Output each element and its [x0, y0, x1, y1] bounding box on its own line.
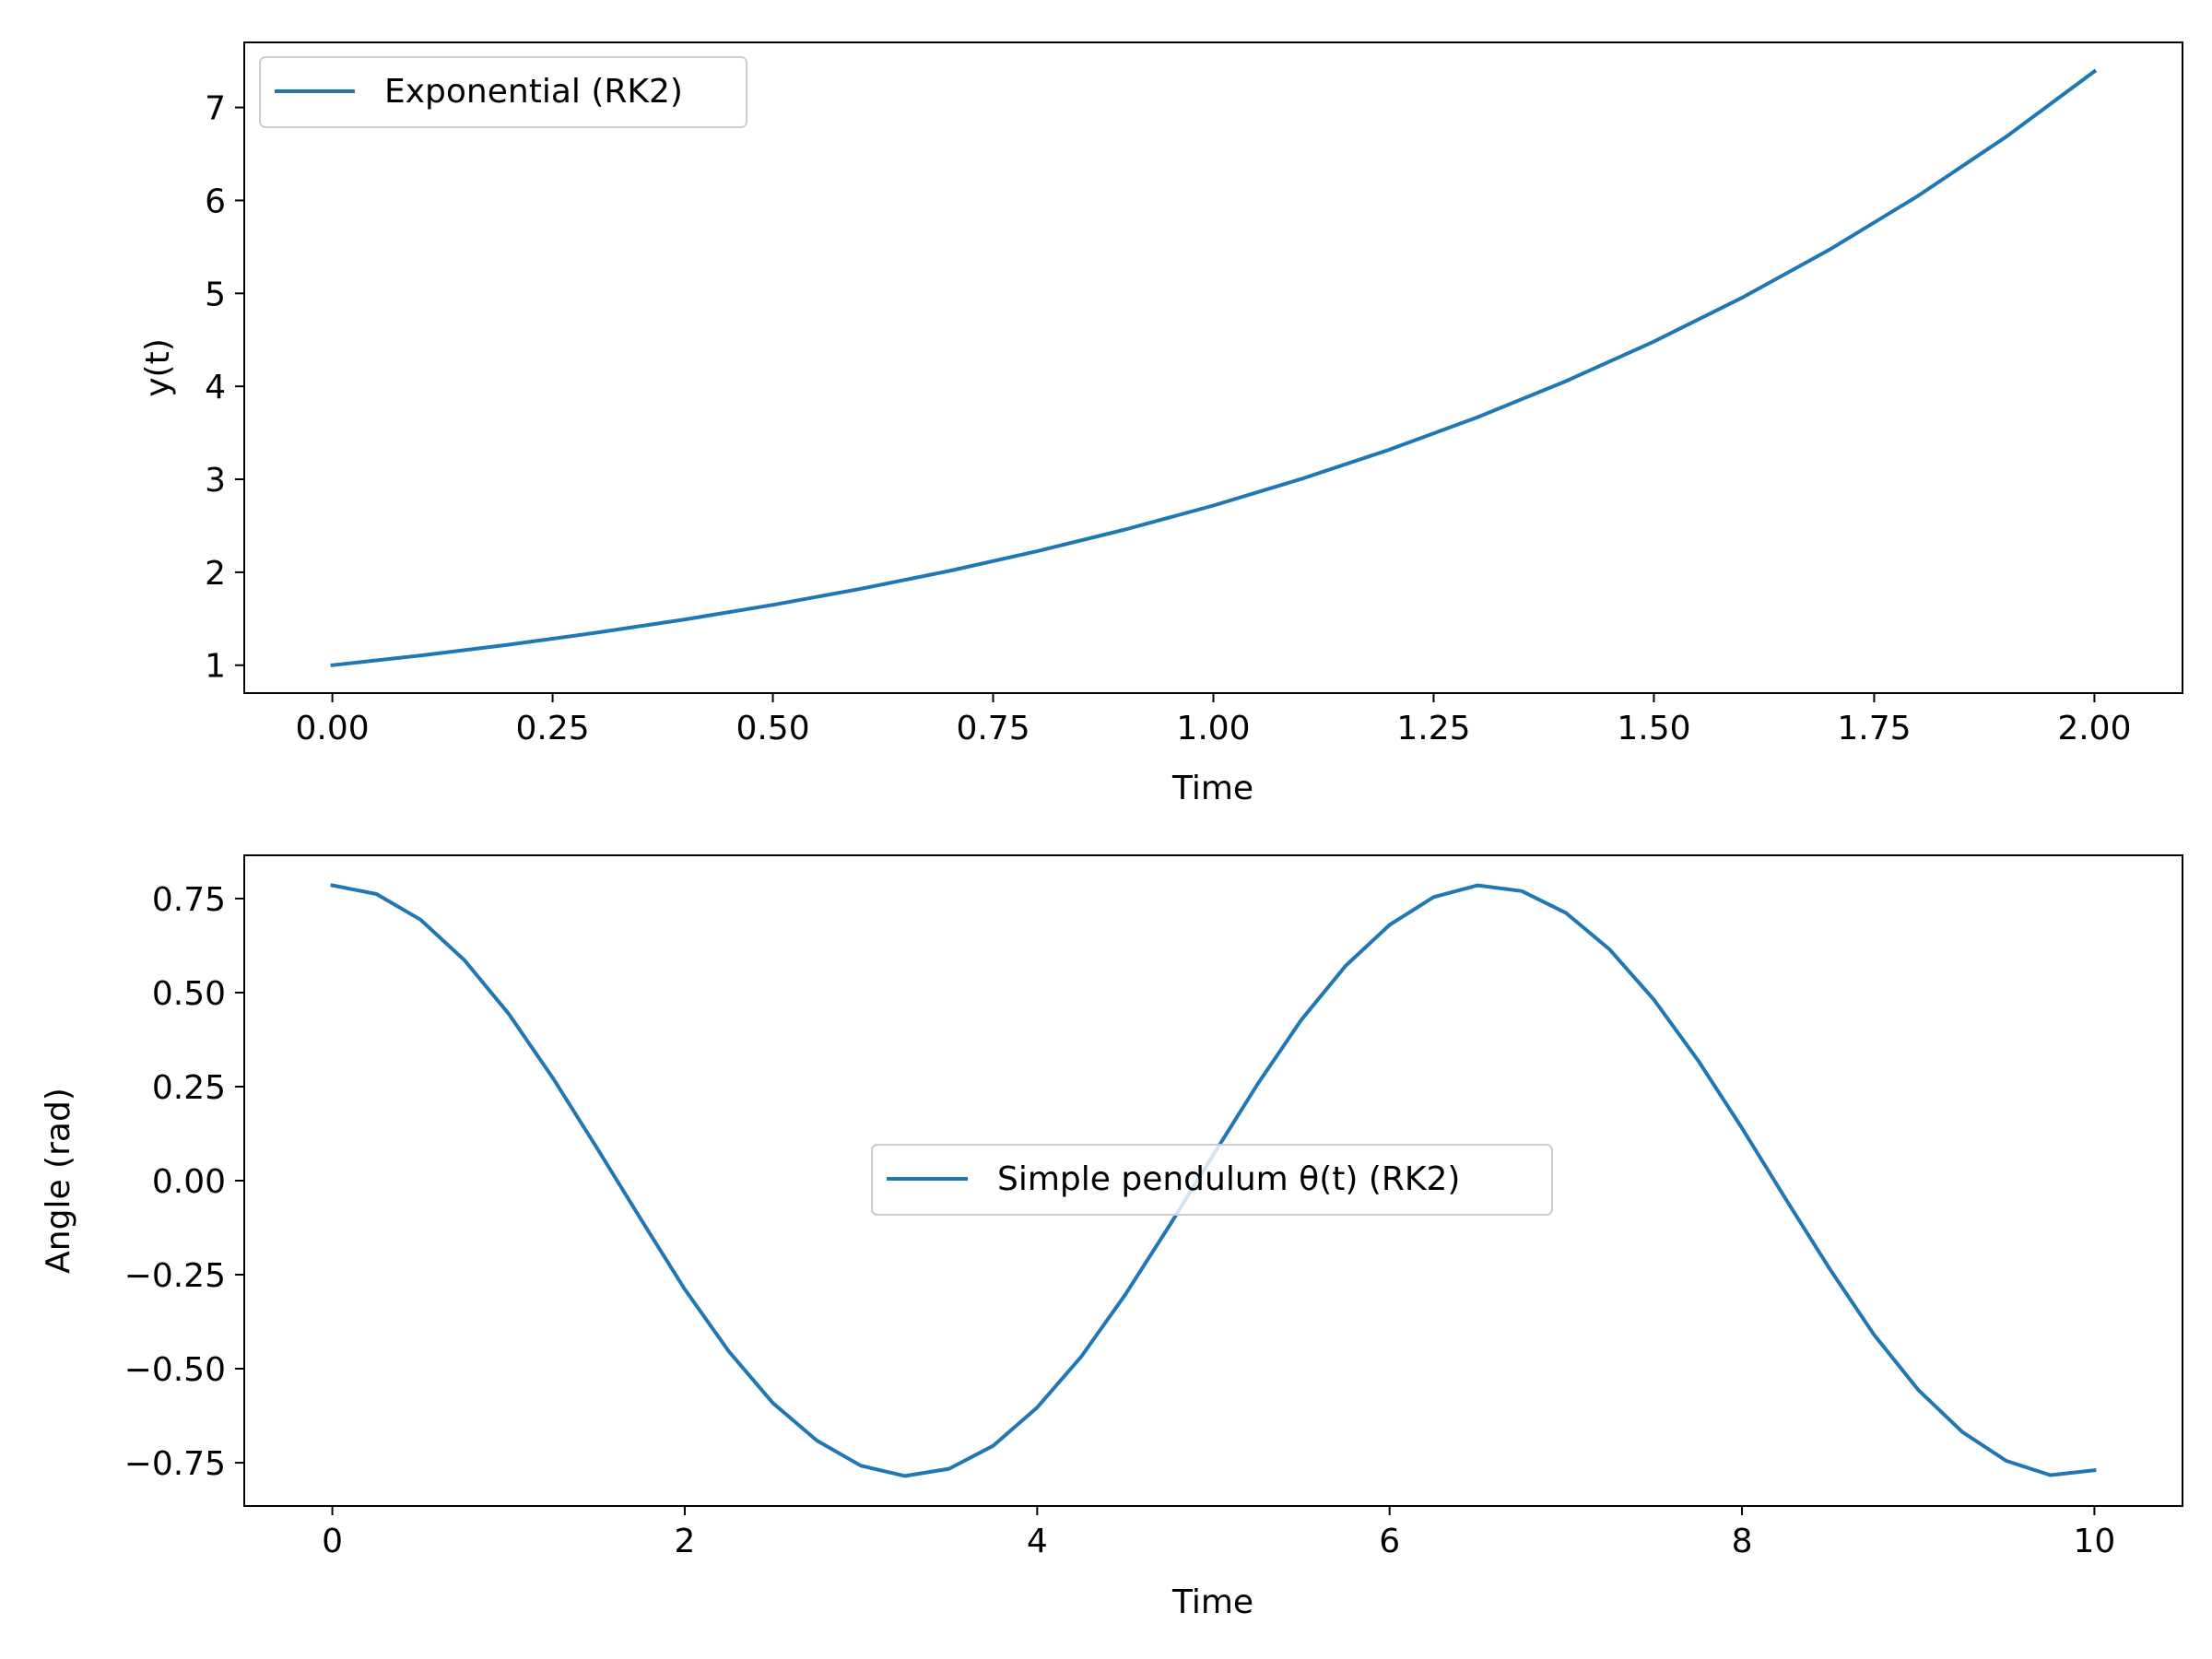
- x-tick-label: 1.75: [1837, 710, 1911, 747]
- series-line: [330, 68, 2098, 667]
- y-tick-label: 7: [205, 90, 226, 128]
- exponential-panel: 0.00 0.25 0.50 0.75 1.00 1.25 1.50 1.75 2.00 1 2 3…: [139, 41, 2183, 807]
- legend: Exponential (RK2): [259, 56, 747, 128]
- x-tick-label: 1.00: [1176, 710, 1250, 747]
- x-tick-label: 1.25: [1396, 710, 1470, 747]
- legend-frame: [259, 56, 747, 128]
- y-tick-label: 2: [205, 555, 226, 593]
- x-axis-ticks: 0.00 0.25 0.50 0.75 1.00 1.25 1.50 1.75 2.00: [296, 693, 2131, 747]
- x-axis-title: Time: [1171, 770, 1253, 807]
- x-axis-ticks: 0 2 4 6 8 10: [322, 1506, 2115, 1560]
- y-tick-label: −0.50: [124, 1351, 226, 1389]
- x-tick-label: 10: [2074, 1523, 2116, 1560]
- y-tick-label: 0.50: [152, 975, 226, 1013]
- exponential-plot-area: [330, 68, 2098, 667]
- y-tick-label: 0.25: [152, 1069, 226, 1107]
- legend: Simple pendulum θ(t) (RK2): [871, 1144, 1553, 1216]
- x-tick-label: 8: [1732, 1523, 1753, 1560]
- legend-label: Exponential (RK2): [384, 73, 683, 111]
- y-axis-ticks: 1 2 3 4 5 6 7: [205, 90, 244, 686]
- legend-label: Simple pendulum θ(t) (RK2): [997, 1160, 1460, 1198]
- x-axis-title: Time: [1171, 1583, 1253, 1621]
- legend-frame: [871, 1144, 1553, 1216]
- pendulum-panel: 0 2 4 6 8 10 0.750.500.250.00−0.25−0.50−0.75 …: [40, 854, 2183, 1621]
- x-tick-label: 0.00: [296, 710, 370, 747]
- y-tick-label: 0.75: [152, 881, 226, 919]
- y-tick-label: −0.25: [124, 1257, 226, 1295]
- y-tick-label: −0.75: [124, 1445, 226, 1483]
- y-axis-title: y(t): [139, 338, 177, 397]
- y-tick-label: 5: [205, 276, 226, 313]
- y-tick-label: 1: [205, 648, 226, 686]
- x-tick-label: 0.25: [515, 710, 589, 747]
- x-tick-label: 6: [1379, 1523, 1400, 1560]
- x-tick-label: 4: [1027, 1523, 1048, 1560]
- y-tick-label: 4: [205, 369, 226, 406]
- x-tick-label: 1.50: [1617, 710, 1690, 747]
- x-tick-label: 2.00: [2057, 710, 2131, 747]
- x-tick-label: 0: [322, 1523, 343, 1560]
- x-tick-label: 0.75: [956, 710, 1030, 747]
- y-axis-ticks: 0.75 0.50 0.25 0.00 −0.25 −0.50 −0.75: [124, 881, 244, 1483]
- x-tick-label: 2: [675, 1523, 696, 1560]
- y-tick-label: 3: [205, 462, 226, 500]
- y-axis-title: Angle (rad): [40, 1088, 77, 1274]
- x-tick-label: 0.50: [735, 710, 809, 747]
- y-tick-label: 0.00: [152, 1163, 226, 1201]
- y-tick-label: 6: [205, 182, 226, 220]
